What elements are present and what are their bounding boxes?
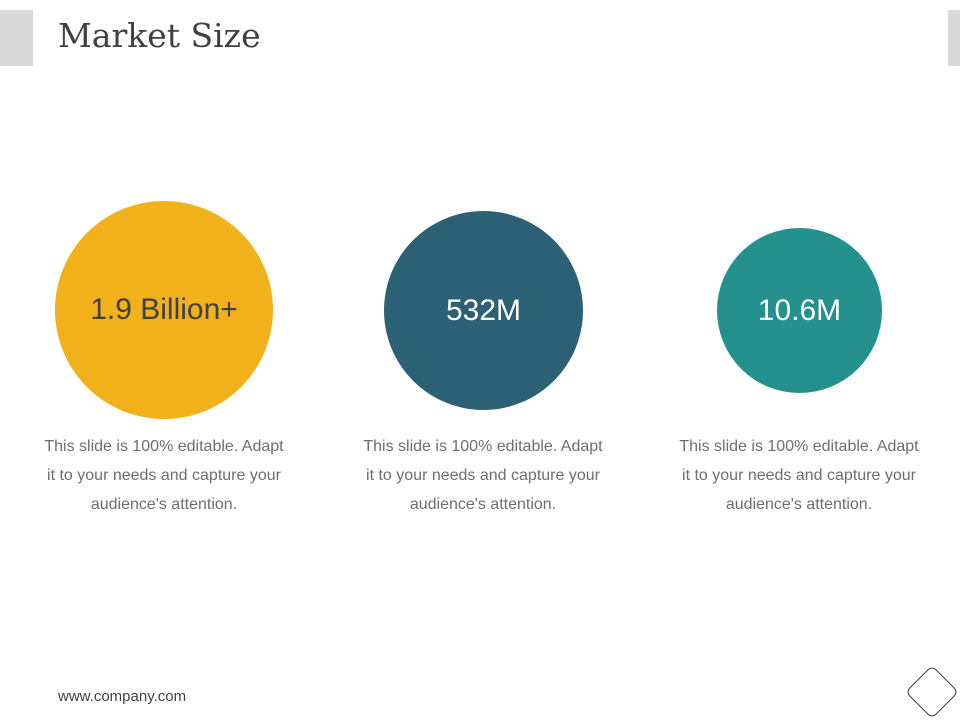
diamond-outline-icon [905, 665, 959, 719]
metric-circle-1: 1.9 Billion+ [55, 201, 273, 419]
metric-circle-2: 532M [384, 211, 583, 410]
left-accent-bar [0, 10, 33, 66]
footer-url: www.company.com [58, 688, 187, 705]
metric-description-3: This slide is 100% editable. Adapt it to… [679, 438, 919, 513]
metric-value-1: 1.9 Billion+ [90, 293, 238, 326]
metric-circle-3: 10.6M [717, 228, 882, 393]
metric-description-1: This slide is 100% editable. Adapt it to… [44, 438, 284, 513]
metric-value-2: 532M [445, 293, 522, 327]
metric-value-3: 10.6M [757, 293, 842, 327]
slide-title: Market Size [58, 16, 261, 55]
metric-description-2: This slide is 100% editable. Adapt it to… [363, 438, 603, 513]
right-accent-bar [948, 10, 960, 66]
